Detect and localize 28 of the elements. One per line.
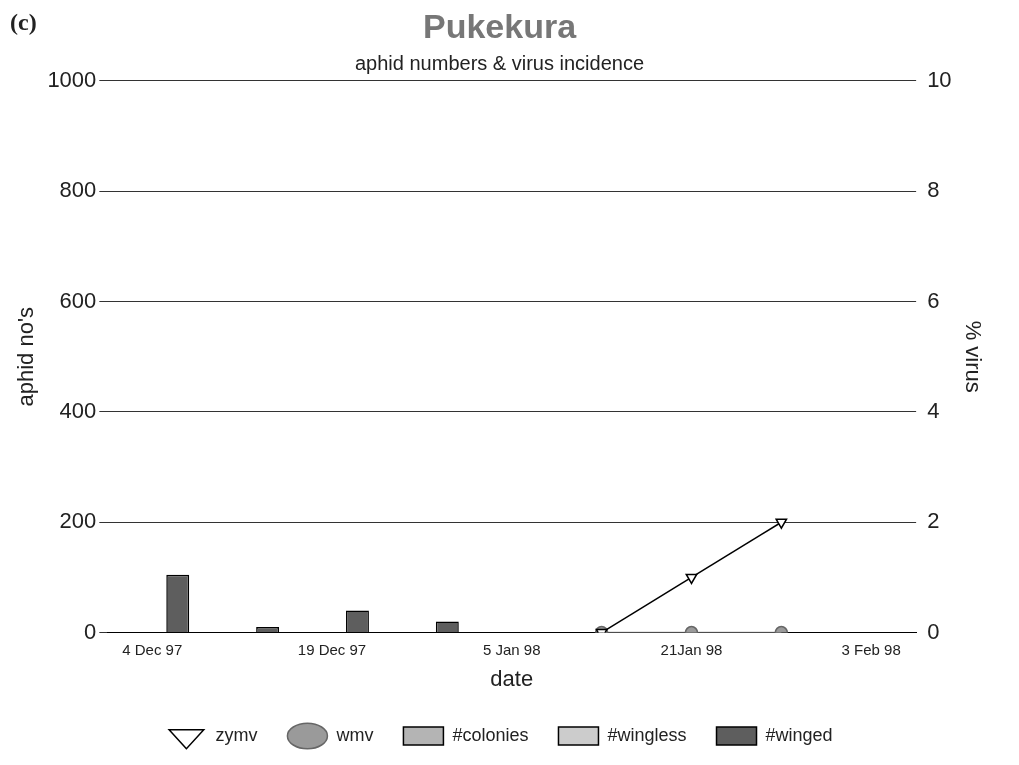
y2-axis-title: % virus bbox=[960, 320, 986, 393]
x-tick-label: 21Jan 98 bbox=[660, 640, 723, 658]
chart-subtitle: aphid numbers & virus incidence bbox=[354, 52, 645, 75]
y2-tick-label: 4 bbox=[927, 397, 940, 423]
legend-label: wmv bbox=[335, 724, 374, 745]
legend-label: #colonies bbox=[452, 724, 529, 745]
y-tick-label: 800 bbox=[59, 177, 97, 203]
legend-label: #wingless bbox=[607, 724, 687, 745]
y2-tick-label: 0 bbox=[927, 618, 940, 644]
legend-label: #winged bbox=[765, 724, 833, 745]
y-tick-label: 0 bbox=[84, 618, 97, 644]
y2-tick-label: 6 bbox=[927, 287, 940, 313]
y-axis-title: aphid no's bbox=[13, 306, 39, 407]
legend-label: zymv bbox=[215, 724, 258, 745]
y-tick-label: 400 bbox=[59, 397, 97, 423]
x-tick-label: 5 Jan 98 bbox=[482, 640, 541, 658]
text: (c) bbox=[10, 9, 37, 36]
y-tick-label: 1000 bbox=[47, 66, 97, 92]
y2-tick-label: 2 bbox=[927, 508, 940, 534]
y-tick-label: 600 bbox=[59, 287, 97, 313]
x-tick-label: 3 Feb 98 bbox=[841, 640, 901, 658]
y-tick-label: 200 bbox=[59, 508, 97, 534]
x-tick-label: 4 Dec 97 bbox=[122, 640, 183, 658]
chart-title: Pukekura bbox=[422, 6, 578, 45]
y2-tick-label: 10 bbox=[927, 66, 952, 92]
y2-tick-label: 8 bbox=[927, 177, 940, 203]
x-tick-label: 19 Dec 97 bbox=[297, 640, 367, 658]
x-axis-title: date bbox=[490, 665, 534, 691]
